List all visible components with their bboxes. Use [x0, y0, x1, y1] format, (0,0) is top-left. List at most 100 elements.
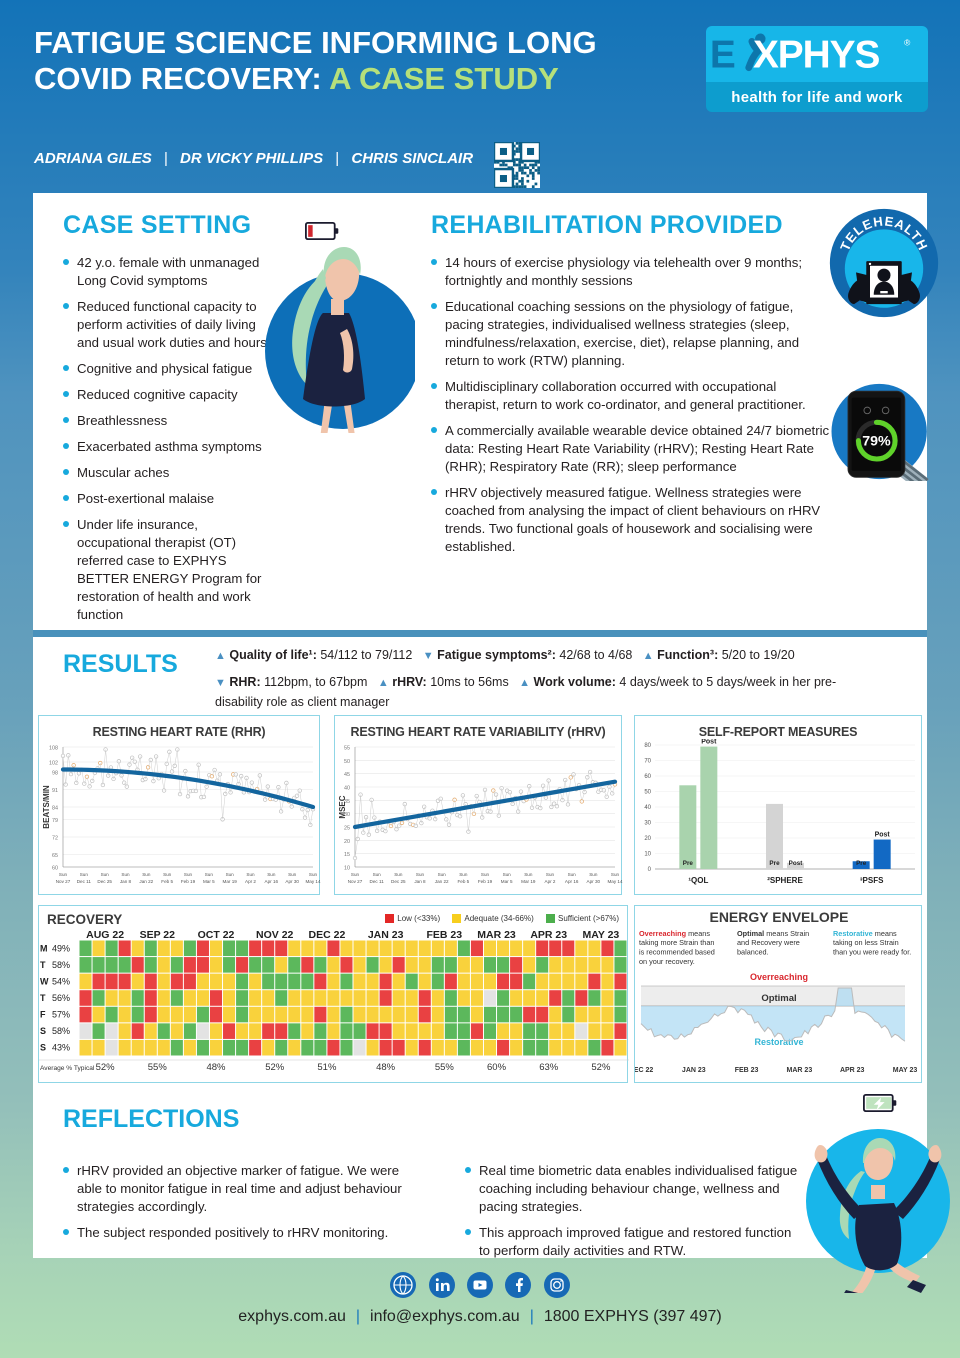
svg-text:Sun: Sun: [394, 872, 403, 877]
svg-text:Sun: Sun: [267, 872, 276, 877]
svg-text:60: 60: [52, 866, 58, 872]
svg-text:Sun: Sun: [226, 872, 235, 877]
svg-text:50: 50: [344, 759, 350, 765]
svg-text:Mar 19: Mar 19: [223, 879, 238, 884]
svg-text:balanced.: balanced.: [737, 948, 769, 957]
svg-text:MAY 23: MAY 23: [893, 1067, 918, 1074]
svg-text:ENERGY ENVELOPE: ENERGY ENVELOPE: [709, 909, 848, 925]
svg-text:Sun: Sun: [438, 872, 447, 877]
svg-text:70: 70: [644, 759, 651, 765]
svg-text:Dec 11: Dec 11: [370, 879, 385, 884]
svg-text:58%: 58%: [52, 1026, 70, 1036]
svg-text:M: M: [40, 943, 48, 953]
svg-text:Sun: Sun: [611, 872, 620, 877]
svg-text:Jan 8: Jan 8: [120, 879, 132, 884]
svg-text:than you were ready for.: than you were ready for.: [833, 948, 911, 957]
svg-text:Sun: Sun: [246, 872, 255, 877]
svg-text:Optimal: Optimal: [761, 993, 796, 1004]
svg-text:T: T: [40, 993, 46, 1003]
svg-text:48%: 48%: [376, 1062, 396, 1073]
svg-text:Sun: Sun: [589, 872, 598, 877]
svg-text:52%: 52%: [591, 1062, 611, 1073]
svg-text:57%: 57%: [52, 1010, 70, 1020]
svg-text:Sun: Sun: [121, 872, 130, 877]
svg-text:W: W: [40, 976, 49, 986]
svg-text:APR 23: APR 23: [840, 1067, 865, 1074]
svg-text:Sun: Sun: [163, 872, 172, 877]
svg-text:Feb 19: Feb 19: [181, 879, 196, 884]
svg-text:54%: 54%: [52, 976, 70, 986]
svg-text:Sun: Sun: [184, 872, 193, 877]
svg-text:Nov 27: Nov 27: [56, 879, 71, 884]
svg-text:Apr 2: Apr 2: [245, 879, 256, 884]
svg-text:55%: 55%: [148, 1062, 168, 1073]
svg-text:Sun: Sun: [351, 872, 360, 877]
svg-text:Apr 16: Apr 16: [565, 879, 579, 884]
svg-text:51%: 51%: [317, 1062, 337, 1073]
svg-text:T: T: [40, 960, 46, 970]
svg-text:Sun: Sun: [373, 872, 382, 877]
svg-text:45: 45: [344, 772, 350, 778]
svg-text:Sun: Sun: [309, 872, 318, 877]
svg-text:60: 60: [644, 774, 651, 780]
svg-text:JAN 23: JAN 23: [368, 929, 404, 941]
svg-text:Pre: Pre: [769, 860, 780, 867]
svg-text:30: 30: [644, 821, 651, 827]
svg-text:Feb 5: Feb 5: [161, 879, 173, 884]
svg-text:Nov 27: Nov 27: [348, 879, 363, 884]
svg-text:43%: 43%: [52, 1043, 70, 1053]
svg-text:Sun: Sun: [524, 872, 533, 877]
svg-text:Sun: Sun: [142, 872, 151, 877]
svg-text:48%: 48%: [206, 1062, 226, 1073]
svg-text:Jan 8: Jan 8: [414, 879, 426, 884]
svg-text:Jan 22: Jan 22: [139, 879, 153, 884]
svg-text:63%: 63%: [539, 1062, 559, 1073]
svg-text:Sun: Sun: [416, 872, 425, 877]
svg-text:Sun: Sun: [459, 872, 468, 877]
svg-text:40: 40: [644, 805, 651, 811]
svg-text:May 14: May 14: [305, 879, 321, 884]
svg-text:Sun: Sun: [59, 872, 68, 877]
svg-text:Mar 5: Mar 5: [501, 879, 513, 884]
svg-text:Post: Post: [789, 860, 804, 867]
svg-text:and Recovery were: and Recovery were: [737, 938, 800, 947]
svg-text:Sun: Sun: [80, 872, 89, 877]
svg-text:72: 72: [52, 836, 58, 842]
svg-text:55%: 55%: [435, 1062, 455, 1073]
svg-text:FEB 23: FEB 23: [427, 929, 463, 941]
svg-text:Dec 25: Dec 25: [97, 879, 112, 884]
svg-text:Dec 11: Dec 11: [77, 879, 92, 884]
svg-text:108: 108: [49, 746, 58, 752]
svg-text:Average % Typical: Average % Typical: [40, 1065, 95, 1072]
svg-text:25: 25: [344, 826, 350, 832]
svg-text:79: 79: [52, 818, 58, 824]
svg-text:MAR 23: MAR 23: [477, 929, 516, 941]
svg-text:OCT 22: OCT 22: [198, 929, 235, 941]
svg-text:20: 20: [344, 839, 350, 845]
svg-text:JAN 23: JAN 23: [682, 1067, 706, 1074]
svg-text:APR 23: APR 23: [530, 929, 567, 941]
svg-text:52%: 52%: [96, 1062, 116, 1073]
svg-text:Sun: Sun: [101, 872, 110, 877]
svg-text:56%: 56%: [52, 993, 70, 1003]
svg-text:AUG 22: AUG 22: [86, 929, 124, 941]
svg-text:Sun: Sun: [288, 872, 297, 877]
svg-text:Sun: Sun: [205, 872, 214, 877]
svg-text:Pre: Pre: [683, 860, 694, 867]
svg-text:BEATS/MIN: BEATS/MIN: [42, 785, 51, 829]
svg-text:Post: Post: [875, 832, 891, 839]
svg-text:50: 50: [644, 790, 651, 796]
svg-text:S: S: [40, 1043, 46, 1053]
svg-text:58%: 58%: [52, 960, 70, 970]
svg-text:MAR 23: MAR 23: [787, 1067, 813, 1074]
svg-text:on your recovery.: on your recovery.: [639, 957, 695, 966]
svg-text:F: F: [40, 1010, 46, 1020]
svg-text:Sun: Sun: [503, 872, 512, 877]
svg-text:52%: 52%: [265, 1062, 285, 1073]
svg-text:Mar 19: Mar 19: [521, 879, 536, 884]
svg-text:DEC 22: DEC 22: [309, 929, 346, 941]
svg-text:taking on less Strain: taking on less Strain: [833, 938, 899, 947]
svg-text:Optimal means Strain: Optimal means Strain: [737, 929, 809, 938]
svg-text:is recommended based: is recommended based: [639, 948, 715, 957]
svg-text:S: S: [40, 1026, 46, 1036]
